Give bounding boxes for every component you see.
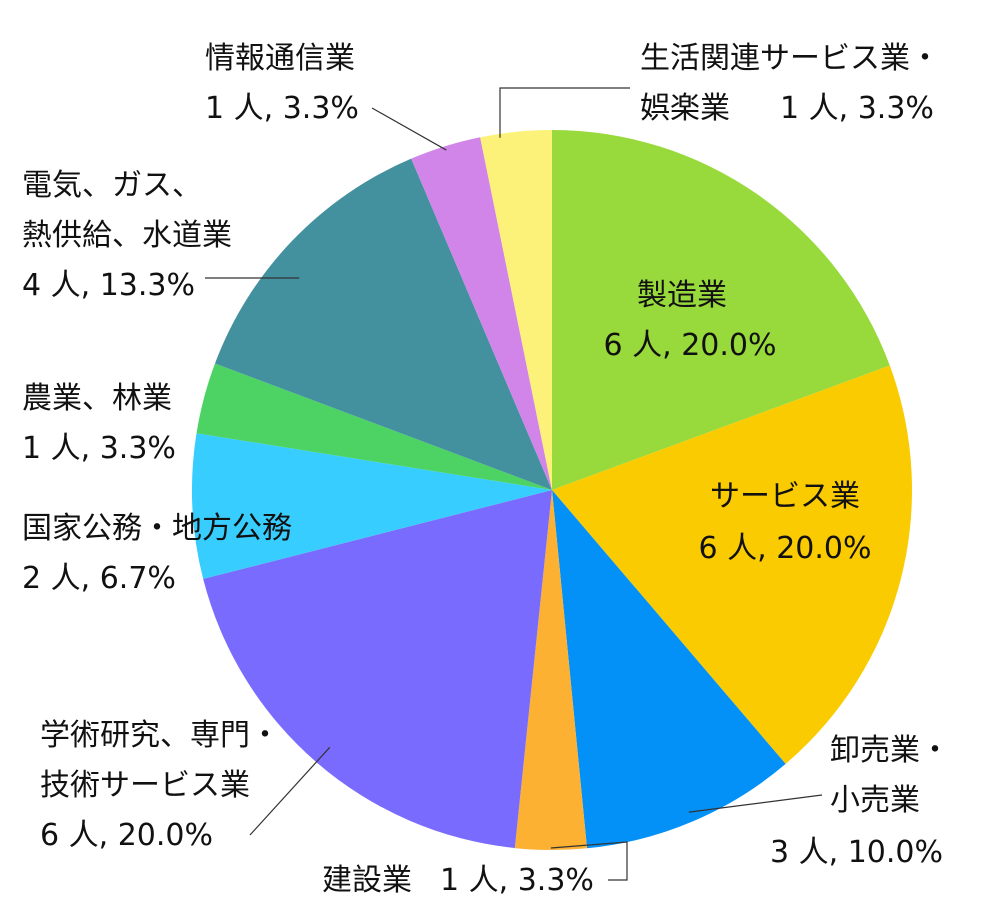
slice-value-agriculture: 1 人, 3.3% (22, 431, 176, 466)
slice-label-ict: 情報通信業 (205, 41, 355, 76)
slice-value-manufacturing: 6 人, 20.0% (604, 328, 777, 363)
slice-label-research-line2: 技術サービス業 (40, 768, 250, 803)
slice-label-wholesale-line1: 卸売業・ (830, 733, 950, 768)
slice-label-utilities-line1: 電気、ガス、 (22, 168, 202, 203)
slice-value-lifestyle: 1 人, 3.3% (780, 91, 934, 126)
slice-value-public-service: 2 人, 6.7% (22, 561, 176, 596)
pie-slice-7 (214, 158, 553, 490)
leader-lines (205, 87, 823, 881)
slice-label-public-service: 国家公務・地方公務 (22, 511, 292, 546)
pie-slice-1 (552, 365, 913, 764)
pie-slice-2 (552, 490, 786, 849)
slice-label-manufacturing: 製造業 (637, 278, 727, 313)
slice-value-construction: 1 人, 3.3% (440, 863, 594, 898)
slice-label-lifestyle-line2: 娯楽業 (640, 91, 730, 126)
slice-label-services: サービス業 (710, 479, 860, 514)
slice-value-wholesale: 3 人, 10.0% (770, 835, 943, 870)
slice-value-ict: 1 人, 3.3% (205, 91, 359, 126)
slice-value-research: 6 人, 20.0% (40, 818, 213, 853)
pie-slice-8 (411, 137, 552, 491)
slice-label-research-line1: 学術研究、専門・ (40, 718, 280, 753)
pie-slice-6 (196, 363, 552, 490)
leader-line-ict (371, 107, 447, 151)
leader-line-construction (550, 841, 628, 881)
leader-line-wholesale (688, 794, 823, 813)
slice-label-agriculture: 農業、林業 (22, 381, 172, 416)
leader-line-research (249, 746, 331, 836)
pie-slice-4 (203, 490, 552, 849)
pie-slice-3 (514, 490, 588, 850)
slice-value-utilities: 4 人, 13.3% (22, 268, 195, 303)
slice-label-wholesale-line2: 小売業 (830, 783, 920, 818)
leader-line-lifestyle (499, 87, 630, 138)
pie-slice-5 (192, 433, 552, 579)
slice-value-services: 6 人, 20.0% (699, 531, 872, 566)
slice-label-utilities-line2: 熱供給、水道業 (22, 218, 232, 253)
slice-label-lifestyle-line1: 生活関連サービス業・ (640, 41, 940, 76)
pie-slices (192, 130, 913, 850)
pie-slice-0 (552, 130, 890, 490)
pie-slice-9 (480, 130, 552, 490)
slice-label-construction: 建設業 (322, 863, 412, 898)
